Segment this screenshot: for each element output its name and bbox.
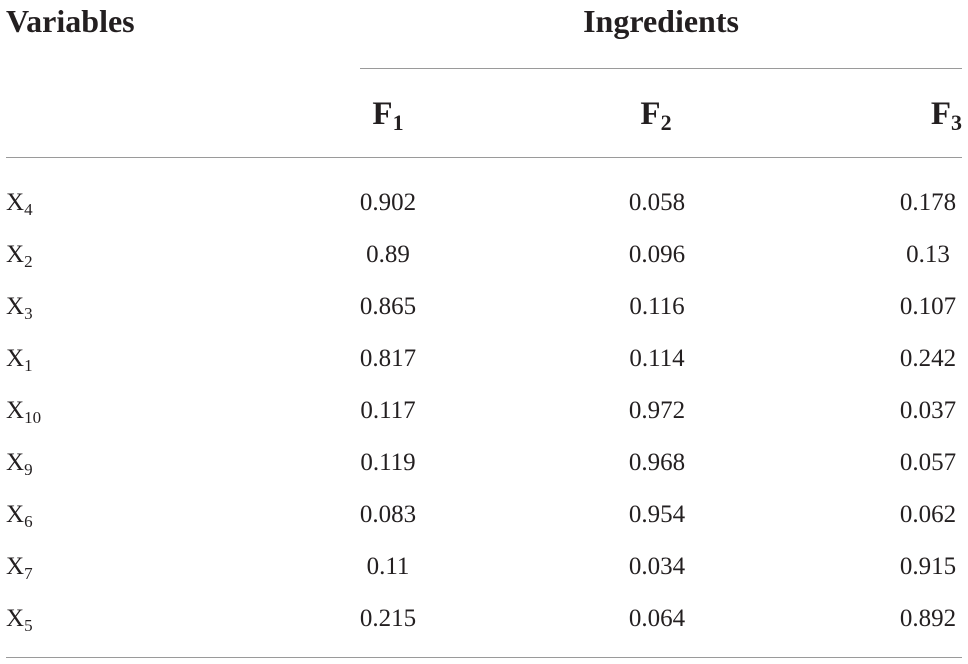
variable-subscript: 5 xyxy=(24,616,33,635)
column-header-f1-sub: 1 xyxy=(392,110,404,135)
f3-value: 0.915 xyxy=(899,553,957,580)
column-header-f1-base: F xyxy=(372,96,393,132)
f2-value: 0.096 xyxy=(628,241,686,268)
f2-value: 0.954 xyxy=(628,501,686,528)
variable-subscript: 6 xyxy=(24,512,33,531)
variable-cell: X6 xyxy=(6,501,33,530)
f2-value: 0.058 xyxy=(628,189,686,216)
variable-cell: X3 xyxy=(6,293,33,322)
f3-value: 0.242 xyxy=(899,345,957,372)
f2-value: 0.968 xyxy=(628,449,686,476)
f2-value: 0.972 xyxy=(628,397,686,424)
f3-value: 0.892 xyxy=(899,605,957,632)
variable-cell: X7 xyxy=(6,553,33,582)
f1-value: 0.11 xyxy=(366,553,410,580)
variable-subscript: 2 xyxy=(24,252,33,271)
column-header-f2-sub: 2 xyxy=(660,110,672,135)
column-header-f2-base: F xyxy=(640,96,661,132)
variable-base: X xyxy=(6,501,25,528)
variable-subscript: 7 xyxy=(24,564,33,583)
f3-value: 0.057 xyxy=(899,449,957,476)
f2-value: 0.116 xyxy=(629,293,685,320)
table-row: X6 0.083 0.954 0.062 xyxy=(0,502,968,554)
table-row: X1 0.817 0.114 0.242 xyxy=(0,346,968,398)
variable-base: X xyxy=(6,293,25,320)
f3-value: 0.178 xyxy=(899,189,957,216)
f3-value: 0.13 xyxy=(906,241,950,268)
f1-value: 0.117 xyxy=(360,397,416,424)
f3-value: 0.107 xyxy=(899,293,957,320)
f3-value: 0.037 xyxy=(899,397,957,424)
variable-base: X xyxy=(6,449,25,476)
f2-value: 0.034 xyxy=(628,553,686,580)
f2-value: 0.114 xyxy=(629,345,685,372)
variable-cell: X2 xyxy=(6,241,33,270)
table-row: X10 0.117 0.972 0.037 xyxy=(0,398,968,450)
f1-value: 0.119 xyxy=(360,449,416,476)
variable-cell: X1 xyxy=(6,345,33,374)
f1-value: 0.215 xyxy=(359,605,417,632)
variable-subscript: 3 xyxy=(24,304,33,323)
bottom-rule xyxy=(6,657,962,658)
variable-subscript: 4 xyxy=(24,200,33,219)
variable-cell: X9 xyxy=(6,449,33,478)
variable-subscript: 10 xyxy=(24,408,42,427)
f1-value: 0.865 xyxy=(359,293,417,320)
variable-base: X xyxy=(6,241,25,268)
variable-cell: X4 xyxy=(6,189,33,218)
column-header-f3-sub: 3 xyxy=(951,110,962,135)
header-ingredients: Ingredients xyxy=(583,3,739,39)
variable-base: X xyxy=(6,605,25,632)
variable-cell: X10 xyxy=(6,397,41,426)
f2-value: 0.064 xyxy=(628,605,686,632)
table-row: X7 0.11 0.034 0.915 xyxy=(0,554,968,606)
table-row: X3 0.865 0.116 0.107 xyxy=(0,294,968,346)
variable-base: X xyxy=(6,553,25,580)
variable-subscript: 9 xyxy=(24,460,33,479)
f1-value: 0.817 xyxy=(359,345,417,372)
f1-value: 0.083 xyxy=(359,501,417,528)
header-rule xyxy=(6,157,962,158)
table-row: X5 0.215 0.064 0.892 xyxy=(0,606,968,658)
variable-base: X xyxy=(6,345,25,372)
column-header-f3-base: F xyxy=(930,96,951,132)
table-row: X9 0.119 0.968 0.057 xyxy=(0,450,968,502)
variable-base: X xyxy=(6,397,25,424)
variable-base: X xyxy=(6,189,25,216)
header-variables: Variables xyxy=(6,3,135,39)
variable-subscript: 1 xyxy=(24,356,33,375)
table-row: X4 0.902 0.058 0.178 xyxy=(0,190,968,242)
group-header-rule xyxy=(360,68,962,69)
f1-value: 0.902 xyxy=(359,189,417,216)
f1-value: 0.89 xyxy=(366,241,410,268)
variable-cell: X5 xyxy=(6,605,33,634)
f3-value: 0.062 xyxy=(899,501,957,528)
table-row: X2 0.89 0.096 0.13 xyxy=(0,242,968,294)
